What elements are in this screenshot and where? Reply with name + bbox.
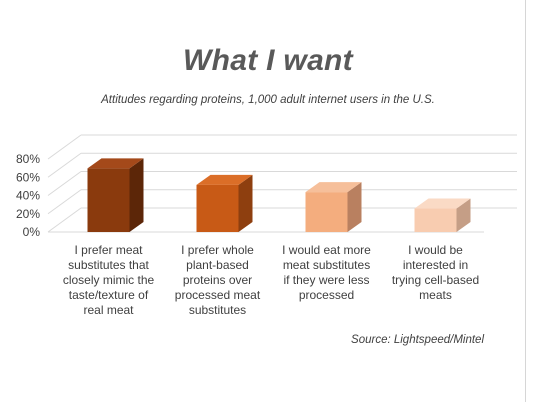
y-tick-label: 80% xyxy=(16,152,40,166)
x-category-label-line: processed xyxy=(298,288,355,302)
x-category-label-line: closely mimic the xyxy=(62,273,155,287)
bar-side xyxy=(456,198,471,232)
bar-top xyxy=(305,182,362,193)
bar xyxy=(87,158,144,232)
gridline-depth xyxy=(47,134,82,160)
x-category-label-line: meat substitutes xyxy=(282,258,371,272)
bar xyxy=(196,174,253,232)
gridline-depth xyxy=(47,189,82,215)
x-category-label-line: I would eat more xyxy=(282,243,371,257)
y-tick-label: 40% xyxy=(16,189,40,203)
x-category-label-line: I would be xyxy=(408,243,463,257)
x-category-label-line: I prefer meat xyxy=(74,243,143,257)
bar-top xyxy=(87,158,144,169)
gridline-depth xyxy=(47,207,82,233)
x-category-label-line: real meat xyxy=(83,303,134,317)
bar-side xyxy=(347,182,362,232)
x-category-label-line: proteins over xyxy=(182,273,253,287)
bar-front xyxy=(414,208,457,232)
bar-front xyxy=(305,192,348,232)
x-category-label: I would be interested in trying cell-based… xyxy=(378,243,494,303)
bar-front xyxy=(196,184,239,232)
y-tick-label: 0% xyxy=(23,225,41,239)
x-category-label-line: if they were less xyxy=(283,273,370,287)
x-category-label-line: taste/texture of xyxy=(68,288,149,302)
chart-subtitle: Attitudes regarding proteins, 1,000 adul… xyxy=(101,94,435,106)
gridlines xyxy=(47,134,517,233)
gridline-depth xyxy=(47,152,82,178)
x-category-label-line: processed meat xyxy=(174,288,261,302)
y-tick-label: 60% xyxy=(16,170,40,184)
x-category-label-line: substitutes xyxy=(188,303,247,317)
x-category-label-line: substitutes that xyxy=(68,258,149,272)
gridline-depth xyxy=(47,171,82,196)
x-category-label-line: I prefer whole xyxy=(181,243,254,257)
bar xyxy=(414,198,471,232)
chart-title: What I want xyxy=(183,44,353,77)
y-axis-ticks: 0% 20% 40% 60% 80% xyxy=(16,152,40,239)
frame-border xyxy=(525,0,526,402)
source-note: Source: Lightspeed/Mintel xyxy=(351,334,484,346)
bar-front xyxy=(87,168,130,232)
x-category-label: I prefer whole plant-based proteins over pr… xyxy=(160,243,276,318)
bars xyxy=(87,158,471,232)
bar-top xyxy=(196,174,253,185)
bar-side xyxy=(238,174,253,232)
x-category-label-line: trying cell-based xyxy=(391,273,480,287)
bar xyxy=(305,182,362,232)
bar-side xyxy=(129,158,144,232)
y-tick-label: 20% xyxy=(16,207,40,221)
x-category-label-line: interested in xyxy=(402,258,469,272)
bar-top xyxy=(414,198,471,209)
x-category-label: I prefer meat substitutes that closely mim… xyxy=(51,243,167,318)
x-category-label-line: meats xyxy=(419,288,452,302)
x-category-label: I would eat more meat substitutes if they … xyxy=(269,243,385,303)
x-category-label-line: plant-based xyxy=(186,258,249,272)
